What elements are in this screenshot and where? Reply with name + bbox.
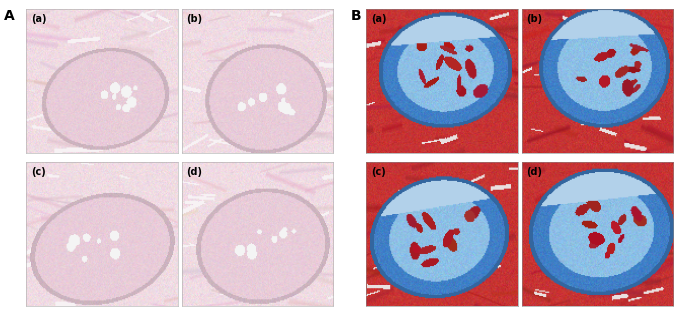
Text: (a): (a) bbox=[371, 14, 387, 24]
Text: (d): (d) bbox=[527, 167, 543, 176]
Text: (c): (c) bbox=[371, 167, 386, 176]
Text: (d): (d) bbox=[187, 167, 203, 176]
Text: (a): (a) bbox=[31, 14, 46, 24]
Text: A: A bbox=[3, 9, 14, 23]
Text: (b): (b) bbox=[527, 14, 543, 24]
Text: (c): (c) bbox=[31, 167, 46, 176]
Text: (b): (b) bbox=[187, 14, 203, 24]
Text: B: B bbox=[350, 9, 361, 23]
